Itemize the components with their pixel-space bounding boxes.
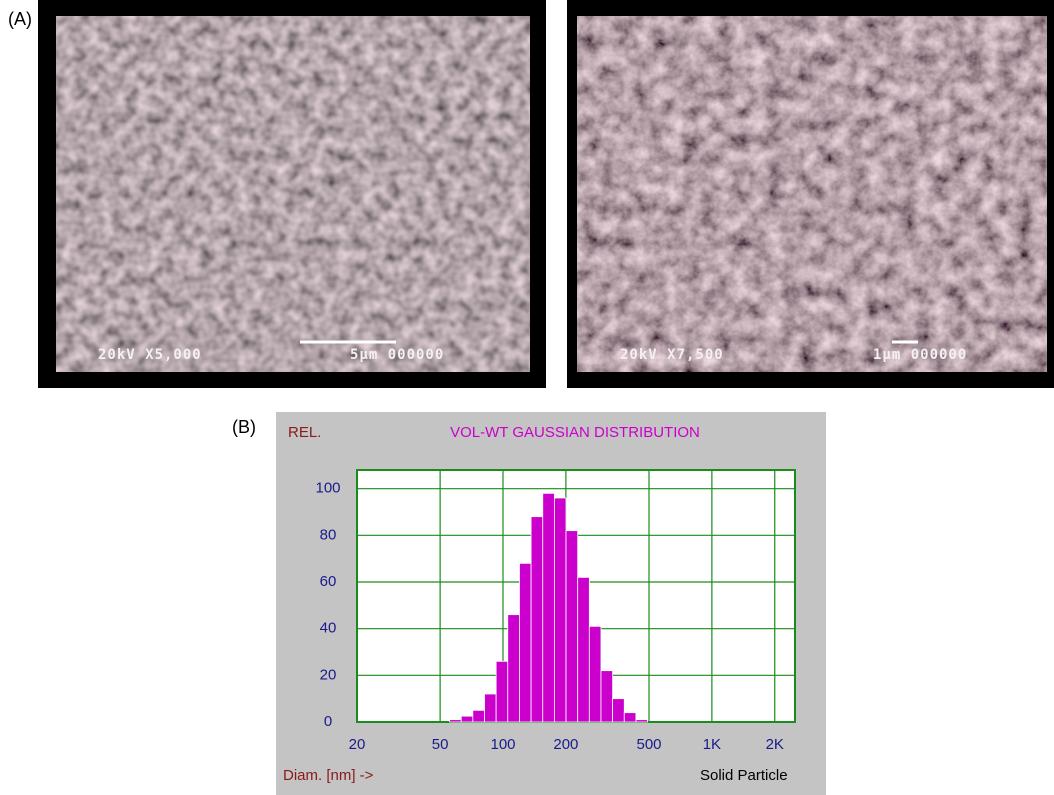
figure: (A) 20kV X5,000 5μm 000000 20kV X7,500 1… bbox=[0, 0, 1054, 795]
chart-title: VOL-WT GAUSSIAN DISTRIBUTION bbox=[450, 424, 700, 441]
bar bbox=[496, 661, 508, 722]
bar bbox=[473, 710, 485, 722]
bar bbox=[613, 699, 625, 722]
y-tick-label: 100 bbox=[315, 480, 340, 497]
bar bbox=[566, 531, 578, 722]
bar bbox=[450, 720, 462, 722]
y-tick-label: 60 bbox=[320, 573, 337, 590]
bar bbox=[461, 716, 473, 722]
image-annotation: 5μm 000000 bbox=[350, 347, 444, 363]
bar bbox=[543, 493, 555, 722]
x-tick-label: 1K bbox=[703, 736, 721, 753]
bar bbox=[485, 694, 497, 722]
bar bbox=[508, 615, 520, 722]
image-annotation: 20kV X5,000 bbox=[98, 347, 202, 363]
y-tick-label: 40 bbox=[320, 620, 337, 637]
bar bbox=[554, 498, 566, 722]
bar bbox=[578, 577, 590, 722]
panel-label: (B) bbox=[232, 417, 256, 437]
x-tick-label: 200 bbox=[553, 736, 578, 753]
y-axis-label: REL. bbox=[288, 424, 321, 441]
bar bbox=[531, 517, 543, 722]
x-tick-label: 100 bbox=[490, 736, 515, 753]
x-tick-label: 50 bbox=[432, 736, 449, 753]
y-tick-label: 0 bbox=[324, 713, 332, 730]
x-axis-label: Diam. [nm] -> bbox=[283, 767, 374, 784]
image-annotation: 1μm 000000 bbox=[873, 347, 967, 363]
bar bbox=[624, 713, 636, 722]
x-tick-label: 2K bbox=[766, 736, 784, 753]
image-annotation: 20kV X7,500 bbox=[620, 347, 724, 363]
sem-texture bbox=[56, 16, 530, 372]
bar bbox=[519, 563, 531, 722]
bar bbox=[601, 671, 613, 722]
bar bbox=[636, 720, 648, 722]
x-tick-label: 20 bbox=[349, 736, 366, 753]
x-tick-label: 500 bbox=[636, 736, 661, 753]
y-tick-label: 80 bbox=[320, 526, 337, 543]
bar bbox=[589, 626, 601, 722]
sem-texture bbox=[577, 16, 1047, 372]
panel-label: (A) bbox=[8, 9, 32, 29]
annotation: Solid Particle bbox=[700, 767, 788, 784]
y-tick-label: 20 bbox=[320, 666, 337, 683]
